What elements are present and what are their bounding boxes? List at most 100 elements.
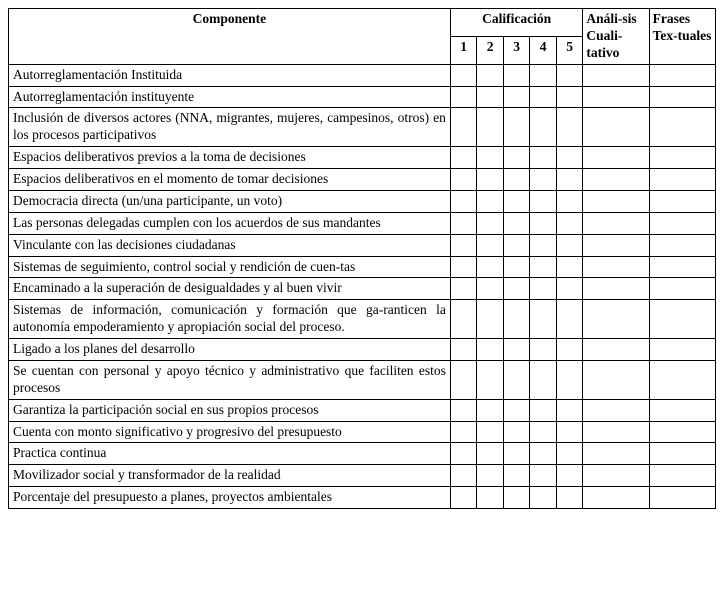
calificacion-cell-3 xyxy=(503,234,530,256)
calificacion-cell-5 xyxy=(556,64,583,86)
calificacion-cell-3 xyxy=(503,487,530,509)
componente-cell: Sistemas de información, comunicación y … xyxy=(9,300,451,339)
calificacion-cell-2 xyxy=(477,147,504,169)
header-componente: Componente xyxy=(9,9,451,65)
componente-cell: Autorreglamentación instituyente xyxy=(9,86,451,108)
calificacion-cell-2 xyxy=(477,256,504,278)
frases-cell xyxy=(649,212,715,234)
table-row: Encaminado a la superación de desigualda… xyxy=(9,278,716,300)
table-row: Autorreglamentación Instituida xyxy=(9,64,716,86)
frases-cell xyxy=(649,108,715,147)
calificacion-cell-4 xyxy=(530,399,557,421)
header-cal-2: 2 xyxy=(477,36,504,64)
calificacion-cell-3 xyxy=(503,421,530,443)
calificacion-cell-4 xyxy=(530,487,557,509)
analisis-cell xyxy=(583,399,649,421)
calificacion-cell-5 xyxy=(556,443,583,465)
calificacion-cell-5 xyxy=(556,465,583,487)
analisis-cell xyxy=(583,256,649,278)
calificacion-cell-3 xyxy=(503,64,530,86)
calificacion-cell-2 xyxy=(477,169,504,191)
frases-cell xyxy=(649,399,715,421)
frases-cell xyxy=(649,487,715,509)
calificacion-cell-4 xyxy=(530,190,557,212)
calificacion-cell-3 xyxy=(503,108,530,147)
calificacion-cell-2 xyxy=(477,399,504,421)
calificacion-cell-5 xyxy=(556,86,583,108)
calificacion-cell-1 xyxy=(450,86,477,108)
calificacion-cell-2 xyxy=(477,465,504,487)
componente-cell: Ligado a los planes del desarrollo xyxy=(9,339,451,361)
calificacion-cell-5 xyxy=(556,147,583,169)
calificacion-cell-3 xyxy=(503,278,530,300)
calificacion-cell-5 xyxy=(556,300,583,339)
componente-cell: Autorreglamentación Instituida xyxy=(9,64,451,86)
calificacion-cell-3 xyxy=(503,339,530,361)
calificacion-cell-5 xyxy=(556,234,583,256)
header-analisis: Análi-sis Cuali-tativo xyxy=(583,9,649,65)
calificacion-cell-4 xyxy=(530,86,557,108)
calificacion-cell-2 xyxy=(477,443,504,465)
componente-cell: Porcentaje del presupuesto a planes, pro… xyxy=(9,487,451,509)
calificacion-cell-4 xyxy=(530,212,557,234)
analisis-cell xyxy=(583,421,649,443)
table-row: Sistemas de seguimiento, control social … xyxy=(9,256,716,278)
calificacion-cell-3 xyxy=(503,212,530,234)
table-row: Ligado a los planes del desarrollo xyxy=(9,339,716,361)
calificacion-cell-5 xyxy=(556,108,583,147)
analisis-cell xyxy=(583,64,649,86)
calificacion-cell-4 xyxy=(530,465,557,487)
frases-cell xyxy=(649,86,715,108)
componente-cell: Practica continua xyxy=(9,443,451,465)
calificacion-cell-3 xyxy=(503,300,530,339)
header-row-1: Componente Calificación Análi-sis Cuali-… xyxy=(9,9,716,37)
header-cal-4: 4 xyxy=(530,36,557,64)
calificacion-cell-5 xyxy=(556,360,583,399)
table-row: Inclusión de diversos actores (NNA, migr… xyxy=(9,108,716,147)
componente-cell: Inclusión de diversos actores (NNA, migr… xyxy=(9,108,451,147)
calificacion-cell-5 xyxy=(556,278,583,300)
componente-cell: Vinculante con las decisiones ciudadanas xyxy=(9,234,451,256)
table-row: Democracia directa (un/una participante,… xyxy=(9,190,716,212)
frases-cell xyxy=(649,421,715,443)
header-frases: Frases Tex-tuales xyxy=(649,9,715,65)
componente-cell: Movilizador social y transformador de la… xyxy=(9,465,451,487)
table-row: Espacios deliberativos previos a la toma… xyxy=(9,147,716,169)
calificacion-cell-1 xyxy=(450,443,477,465)
calificacion-cell-2 xyxy=(477,86,504,108)
frases-cell xyxy=(649,443,715,465)
calificacion-cell-1 xyxy=(450,147,477,169)
calificacion-cell-3 xyxy=(503,360,530,399)
calificacion-cell-5 xyxy=(556,169,583,191)
componente-cell: Las personas delegadas cumplen con los a… xyxy=(9,212,451,234)
calificacion-cell-2 xyxy=(477,108,504,147)
componente-cell: Espacios deliberativos en el momento de … xyxy=(9,169,451,191)
calificacion-cell-4 xyxy=(530,147,557,169)
calificacion-cell-2 xyxy=(477,212,504,234)
calificacion-cell-5 xyxy=(556,487,583,509)
calificacion-cell-3 xyxy=(503,443,530,465)
calificacion-cell-3 xyxy=(503,169,530,191)
calificacion-cell-1 xyxy=(450,339,477,361)
calificacion-cell-1 xyxy=(450,465,477,487)
analisis-cell xyxy=(583,443,649,465)
table-row: Practica continua xyxy=(9,443,716,465)
calificacion-cell-3 xyxy=(503,399,530,421)
analisis-cell xyxy=(583,300,649,339)
calificacion-cell-1 xyxy=(450,487,477,509)
calificacion-cell-1 xyxy=(450,278,477,300)
calificacion-cell-4 xyxy=(530,443,557,465)
table-row: Movilizador social y transformador de la… xyxy=(9,465,716,487)
componente-cell: Democracia directa (un/una participante,… xyxy=(9,190,451,212)
table-row: Autorreglamentación instituyente xyxy=(9,86,716,108)
table-row: Cuenta con monto significativo y progres… xyxy=(9,421,716,443)
calificacion-cell-2 xyxy=(477,278,504,300)
calificacion-cell-1 xyxy=(450,64,477,86)
frases-cell xyxy=(649,360,715,399)
frases-cell xyxy=(649,147,715,169)
calificacion-cell-3 xyxy=(503,465,530,487)
calificacion-cell-2 xyxy=(477,300,504,339)
calificacion-cell-3 xyxy=(503,190,530,212)
analisis-cell xyxy=(583,212,649,234)
table-row: Las personas delegadas cumplen con los a… xyxy=(9,212,716,234)
